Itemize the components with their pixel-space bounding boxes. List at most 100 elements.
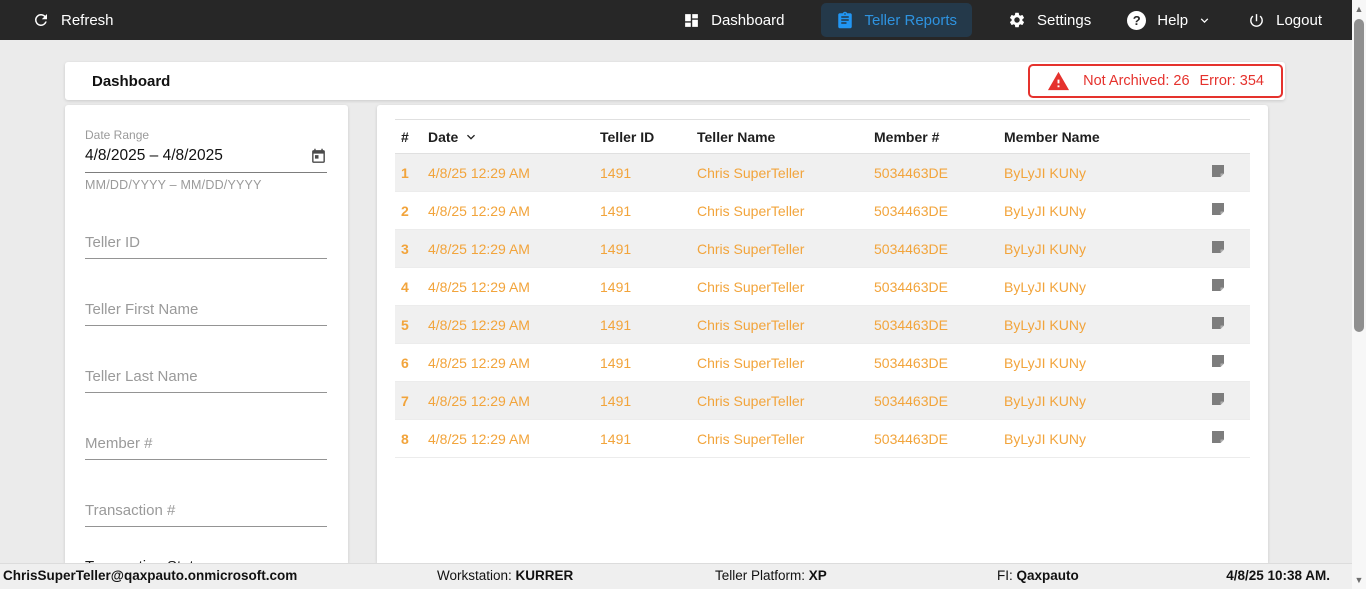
row-number: 6 bbox=[395, 343, 422, 382]
teller-first-name-field[interactable]: Teller First Name bbox=[85, 301, 327, 326]
results-panel: # Date Teller ID Teller Name Member # Me… bbox=[377, 105, 1268, 563]
col-header-member-name[interactable]: Member Name bbox=[998, 119, 1198, 154]
archive-error-alert[interactable]: Not Archived: 26 Error: 354 bbox=[1028, 64, 1283, 98]
nav-item-logout[interactable]: Logout bbox=[1248, 12, 1322, 29]
refresh-label: Refresh bbox=[61, 11, 114, 29]
filter-panel: Date Range 4/8/2025 – 4/8/2025 MM/DD/YYY… bbox=[65, 105, 348, 563]
workstation-info: Workstation: KURRER bbox=[437, 568, 574, 583]
table-row[interactable]: 5 4/8/25 12:29 AM 1491 Chris SuperTeller… bbox=[395, 305, 1250, 344]
nav-item-teller-reports[interactable]: Teller Reports bbox=[820, 3, 973, 37]
date-range-value: 4/8/2025 – 4/8/2025 bbox=[85, 147, 223, 164]
table-body: 1 4/8/25 12:29 AM 1491 Chris SuperTeller… bbox=[395, 153, 1250, 458]
page-title: Dashboard bbox=[92, 72, 171, 90]
row-number: 3 bbox=[395, 229, 422, 268]
nav-help-label: Help bbox=[1157, 11, 1189, 29]
nav-item-help[interactable]: ? Help bbox=[1127, 10, 1212, 30]
date-range-label: Date Range bbox=[85, 128, 150, 142]
warning-triangle-icon bbox=[1047, 70, 1070, 93]
row-member-num: 5034463DE bbox=[868, 153, 998, 192]
col-header-teller-name[interactable]: Teller Name bbox=[691, 119, 868, 154]
nav-dashboard-label: Dashboard bbox=[711, 11, 785, 29]
transactions-table: # Date Teller ID Teller Name Member # Me… bbox=[395, 119, 1250, 458]
gear-icon bbox=[1008, 11, 1026, 29]
nav-item-dashboard[interactable]: Dashboard bbox=[683, 11, 785, 29]
teller-last-name-field[interactable]: Teller Last Name bbox=[85, 368, 327, 393]
row-teller-name: Chris SuperTeller bbox=[691, 229, 868, 268]
row-teller-name: Chris SuperTeller bbox=[691, 305, 868, 344]
row-date: 4/8/25 12:29 AM bbox=[422, 419, 594, 458]
row-teller-id: 1491 bbox=[594, 419, 691, 458]
top-nav-bar: Refresh Dashboard Teller Reports Setting… bbox=[0, 0, 1352, 40]
row-member-name: ByLyJI KUNy bbox=[998, 305, 1198, 344]
scrollbar-thumb[interactable] bbox=[1354, 19, 1364, 332]
status-datetime: 4/8/25 10:38 AM. bbox=[1226, 568, 1330, 583]
refresh-icon bbox=[32, 11, 50, 29]
calendar-icon[interactable] bbox=[310, 148, 327, 165]
arrow-up-icon[interactable]: ▲ bbox=[1354, 4, 1364, 14]
row-date: 4/8/25 12:29 AM bbox=[422, 153, 594, 192]
note-icon[interactable] bbox=[1210, 163, 1226, 179]
nav-item-settings[interactable]: Settings bbox=[1008, 11, 1091, 29]
member-number-field[interactable]: Member # bbox=[85, 435, 327, 460]
note-icon[interactable] bbox=[1210, 201, 1226, 217]
row-number: 2 bbox=[395, 191, 422, 230]
row-member-num: 5034463DE bbox=[868, 267, 998, 306]
row-teller-id: 1491 bbox=[594, 305, 691, 344]
help-circle-icon: ? bbox=[1127, 10, 1147, 30]
row-date: 4/8/25 12:29 AM bbox=[422, 191, 594, 230]
table-row[interactable]: 3 4/8/25 12:29 AM 1491 Chris SuperTeller… bbox=[395, 229, 1250, 268]
note-icon[interactable] bbox=[1210, 429, 1226, 445]
transaction-status-label: Transaction Status: bbox=[85, 558, 327, 563]
row-member-num: 5034463DE bbox=[868, 343, 998, 382]
col-header-date[interactable]: Date bbox=[422, 119, 594, 154]
note-icon[interactable] bbox=[1210, 315, 1226, 331]
row-teller-name: Chris SuperTeller bbox=[691, 267, 868, 306]
table-row[interactable]: 6 4/8/25 12:29 AM 1491 Chris SuperTeller… bbox=[395, 343, 1250, 382]
chevron-down-icon bbox=[1197, 13, 1212, 28]
row-number: 8 bbox=[395, 419, 422, 458]
table-row[interactable]: 4 4/8/25 12:29 AM 1491 Chris SuperTeller… bbox=[395, 267, 1250, 306]
nav-settings-label: Settings bbox=[1037, 11, 1092, 29]
col-header-teller-id[interactable]: Teller ID bbox=[594, 119, 691, 154]
table-row[interactable]: 2 4/8/25 12:29 AM 1491 Chris SuperTeller… bbox=[395, 191, 1250, 230]
col-header-member-num[interactable]: Member # bbox=[868, 119, 998, 154]
table-row[interactable]: 1 4/8/25 12:29 AM 1491 Chris SuperTeller… bbox=[395, 153, 1250, 192]
arrow-down-icon[interactable]: ▼ bbox=[1354, 575, 1364, 585]
vertical-scrollbar[interactable]: ▲ ▼ bbox=[1352, 0, 1366, 589]
teller-platform-info: Teller Platform: XP bbox=[715, 568, 827, 583]
error-count: Error: 354 bbox=[1199, 73, 1264, 89]
sort-chevron-down-icon bbox=[463, 129, 479, 145]
row-member-name: ByLyJI KUNy bbox=[998, 229, 1198, 268]
row-date: 4/8/25 12:29 AM bbox=[422, 267, 594, 306]
user-email: ChrisSuperTeller@qaxpauto.onmicrosoft.co… bbox=[3, 568, 298, 583]
row-number: 7 bbox=[395, 381, 422, 420]
fi-info: FI: Qaxpauto bbox=[997, 568, 1079, 583]
table-row[interactable]: 8 4/8/25 12:29 AM 1491 Chris SuperTeller… bbox=[395, 419, 1250, 458]
row-member-name: ByLyJI KUNy bbox=[998, 343, 1198, 382]
table-header-row: # Date Teller ID Teller Name Member # Me… bbox=[395, 119, 1250, 154]
date-range-field[interactable]: 4/8/2025 – 4/8/2025 bbox=[85, 147, 327, 173]
transaction-number-field[interactable]: Transaction # bbox=[85, 502, 327, 527]
not-archived-count: Not Archived: 26 bbox=[1083, 73, 1190, 89]
row-date: 4/8/25 12:29 AM bbox=[422, 381, 594, 420]
note-icon[interactable] bbox=[1210, 391, 1226, 407]
date-format-hint: MM/DD/YYYY – MM/DD/YYYY bbox=[85, 178, 262, 192]
note-icon[interactable] bbox=[1210, 353, 1226, 369]
row-member-name: ByLyJI KUNy bbox=[998, 153, 1198, 192]
power-icon bbox=[1248, 12, 1265, 29]
nav-logout-label: Logout bbox=[1276, 11, 1322, 29]
table-row[interactable]: 7 4/8/25 12:29 AM 1491 Chris SuperTeller… bbox=[395, 381, 1250, 420]
row-teller-id: 1491 bbox=[594, 229, 691, 268]
row-member-num: 5034463DE bbox=[868, 305, 998, 344]
row-teller-id: 1491 bbox=[594, 191, 691, 230]
row-member-name: ByLyJI KUNy bbox=[998, 419, 1198, 458]
note-icon[interactable] bbox=[1210, 277, 1226, 293]
teller-id-field[interactable]: Teller ID bbox=[85, 234, 327, 259]
row-teller-name: Chris SuperTeller bbox=[691, 191, 868, 230]
note-icon[interactable] bbox=[1210, 239, 1226, 255]
refresh-button[interactable]: Refresh bbox=[32, 11, 114, 29]
row-number: 4 bbox=[395, 267, 422, 306]
status-bar: ChrisSuperTeller@qaxpauto.onmicrosoft.co… bbox=[0, 563, 1352, 589]
row-number: 5 bbox=[395, 305, 422, 344]
col-header-actions bbox=[1198, 119, 1250, 154]
